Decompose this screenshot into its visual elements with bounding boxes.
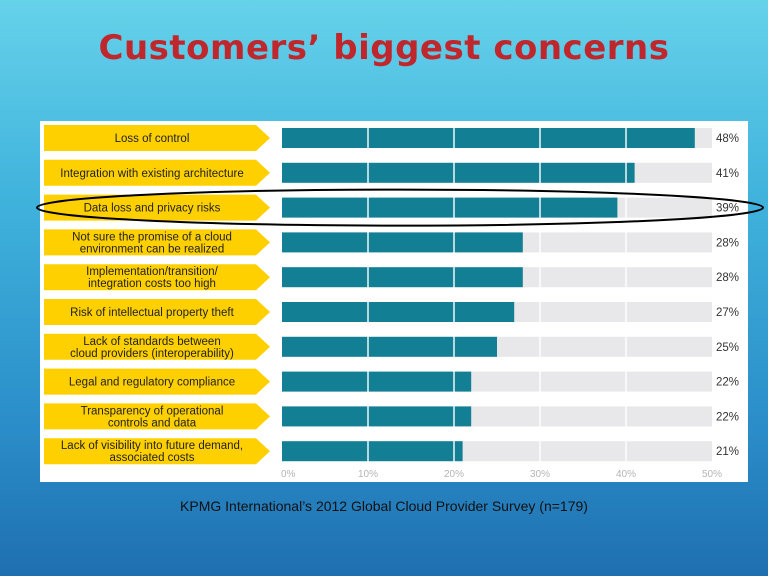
value-label: 28% <box>716 272 739 284</box>
category-label: cloud providers (interoperability) <box>70 348 234 360</box>
bar-row: Data loss and privacy risks 39% <box>44 194 739 221</box>
source-caption: KPMG International’s 2012 Global Cloud P… <box>180 498 588 514</box>
bar-chart: Loss of control 48% Integration with exist… <box>44 125 739 480</box>
value-label: 39% <box>716 203 739 215</box>
x-tick-label: 10% <box>358 469 378 480</box>
category-label: Legal and regulatory compliance <box>69 377 235 389</box>
bar <box>282 197 618 218</box>
category-label: Lack of standards between <box>83 336 220 348</box>
value-label: 22% <box>716 377 739 389</box>
x-tick-label: 0% <box>281 469 296 480</box>
category-label-bg <box>44 368 270 395</box>
bar <box>282 336 497 357</box>
category-label: Implementation/transition/ <box>86 266 218 278</box>
category-label: Loss of control <box>115 133 190 145</box>
slide-title: Customers’ biggest concerns <box>98 28 670 68</box>
value-label: 27% <box>716 307 739 319</box>
bar <box>282 441 463 462</box>
x-tick-label: 20% <box>444 469 464 480</box>
bar <box>282 232 523 253</box>
bar <box>282 267 523 288</box>
category-label-bg <box>44 264 270 291</box>
category-label-bg <box>44 333 270 360</box>
bar-row: Not sure the promise of a cloudenvironme… <box>44 229 739 256</box>
category-label-bg <box>44 159 270 186</box>
category-label-bg <box>44 229 270 256</box>
chart-panel: Loss of control 48% Integration with exist… <box>40 121 748 482</box>
value-label: 25% <box>716 342 739 354</box>
bar <box>282 302 515 322</box>
category-label: Integration with existing architecture <box>60 168 243 180</box>
category-label-bg <box>44 403 270 430</box>
value-label: 22% <box>716 411 739 423</box>
bar-row: Implementation/transition/integration co… <box>44 264 739 291</box>
category-label-bg <box>44 125 270 151</box>
category-label: Not sure the promise of a cloud <box>72 231 232 243</box>
category-label: Lack of visibility into future demand, <box>61 440 243 452</box>
value-label: 48% <box>716 133 739 145</box>
x-tick-label: 40% <box>616 469 636 480</box>
bar-row: Lack of visibility into future demand,as… <box>44 438 739 465</box>
bar <box>282 162 635 183</box>
category-label-bg <box>44 438 270 465</box>
bar <box>282 128 695 148</box>
category-label: Risk of intellectual property theft <box>70 307 234 319</box>
bar-row: Legal and regulatory compliance 22% <box>44 368 739 395</box>
x-tick-label: 50% <box>702 469 722 480</box>
bar <box>282 371 472 392</box>
value-label: 41% <box>716 168 739 180</box>
category-label: Transparency of operational <box>81 405 224 417</box>
bar <box>282 406 472 427</box>
value-label: 21% <box>716 446 739 458</box>
bar-row: Risk of intellectual property theft 27% <box>44 299 739 325</box>
category-label: environment can be realized <box>80 243 224 255</box>
category-label: Data loss and privacy risks <box>84 203 221 215</box>
category-label: integration costs too high <box>88 278 216 290</box>
category-label: controls and data <box>108 417 197 429</box>
category-label-bg <box>44 299 270 325</box>
x-tick-label: 30% <box>530 469 550 480</box>
bar-row: Integration with existing architecture 41… <box>44 159 739 186</box>
bar-row: Loss of control 48% <box>44 125 739 151</box>
category-label: associated costs <box>109 452 194 464</box>
value-label: 28% <box>716 237 739 249</box>
